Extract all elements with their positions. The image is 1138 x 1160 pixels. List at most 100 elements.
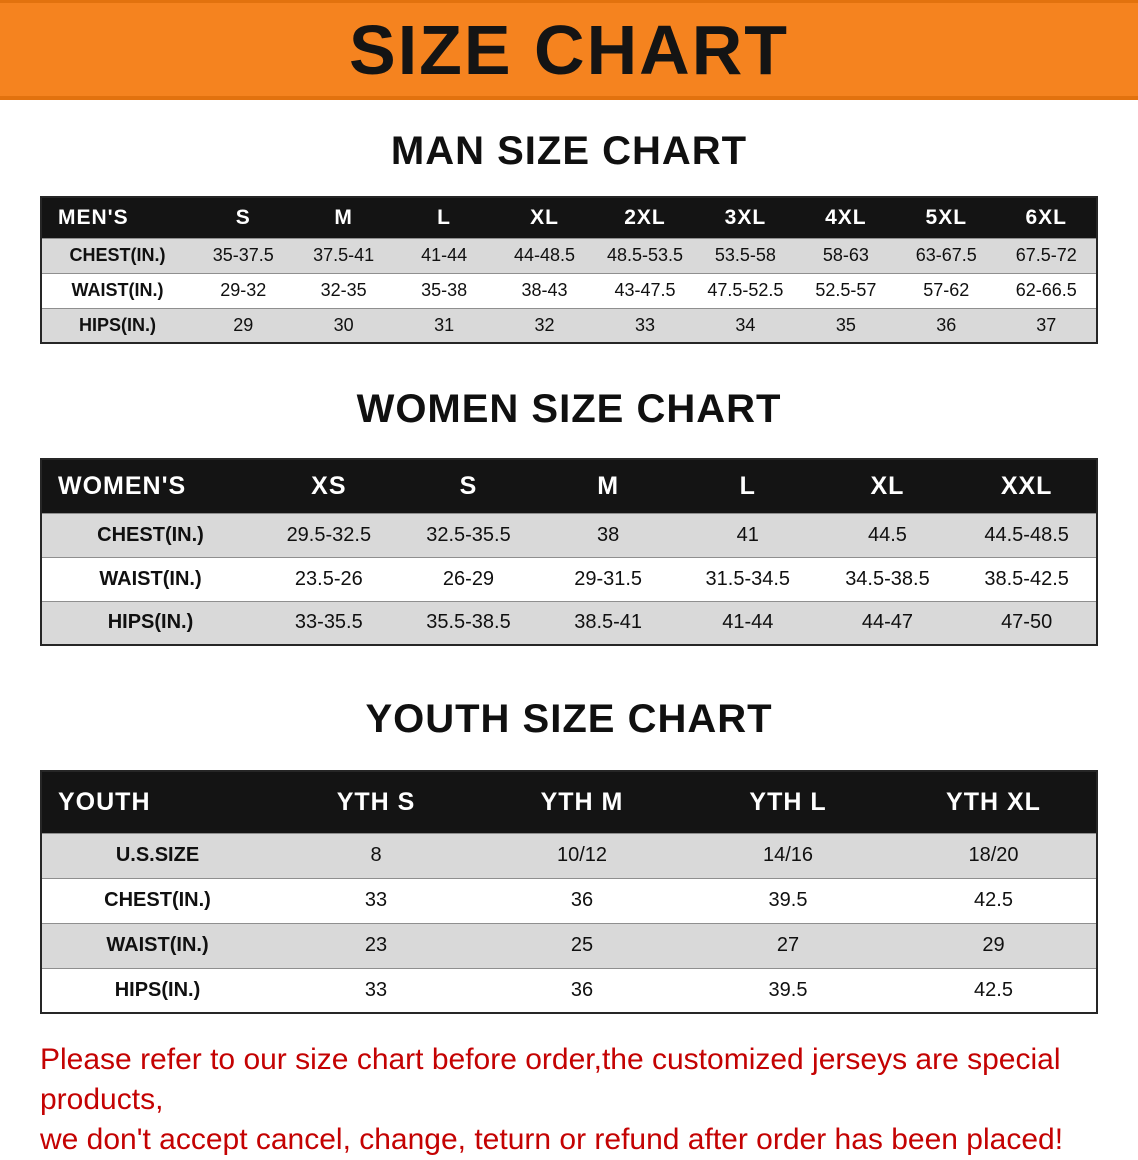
table-row: HIPS(IN.) 33 36 39.5 42.5: [41, 968, 1097, 1013]
men-size-table: MEN'S S M L XL 2XL 3XL 4XL 5XL 6XL CHEST(IN.) 35-37…: [40, 196, 1098, 344]
value-cell: 44.5: [867, 523, 907, 546]
value-cell: 58-63: [822, 245, 869, 265]
size-header-cell: S: [193, 197, 294, 238]
value-cell: 34: [735, 314, 756, 335]
size-header-cell: L: [393, 197, 495, 238]
row-label-cell: HIPS(IN.): [114, 978, 201, 1001]
value-cell: 57-62: [923, 280, 970, 300]
value-cell: 38.5-41: [574, 611, 643, 634]
row-label-cell: HIPS(IN.): [107, 611, 194, 634]
size-header-cell: XL: [494, 197, 595, 238]
value-cell: 52.5-57: [815, 280, 877, 300]
value-cell: 36: [936, 314, 957, 335]
row-label-cell: WAIST(IN.): [99, 567, 202, 590]
man-section-heading: MAN SIZE CHART: [390, 129, 748, 173]
value-cell: 41: [736, 523, 759, 546]
table-row: U.S.SIZE 8 10/12 14/16 18/20: [41, 833, 1097, 878]
value-cell: 29.5-32.5: [286, 523, 372, 546]
value-cell: 48.5-53.5: [606, 245, 683, 265]
size-header-cell: YTH L: [685, 771, 891, 833]
size-header-cell: 6XL: [996, 197, 1097, 238]
size-header-cell: L: [677, 459, 818, 513]
value-cell: 47.5-52.5: [707, 280, 784, 300]
table-header-row: YOUTH YTH S YTH M YTH L YTH XL: [41, 771, 1097, 833]
table-row: CHEST(IN.) 33 36 39.5 42.5: [41, 878, 1097, 923]
value-cell: 35-37.5: [212, 245, 274, 265]
value-cell: 67.5-72: [1015, 245, 1077, 265]
value-cell: 36: [570, 978, 594, 1001]
value-cell: 35.5-38.5: [426, 611, 511, 634]
value-cell: 35-38: [421, 280, 468, 300]
row-label-cell: CHEST(IN.): [97, 523, 204, 546]
women-section-heading: WOMEN SIZE CHART: [356, 387, 782, 431]
value-cell: 29: [233, 314, 254, 335]
value-cell: 39.5: [768, 889, 808, 911]
value-cell: 33: [364, 978, 388, 1001]
youth-section-heading: YOUTH SIZE CHART: [365, 697, 773, 741]
value-cell: 14/16: [762, 844, 814, 866]
value-cell: 33: [364, 889, 388, 911]
value-cell: 38: [597, 523, 620, 546]
value-cell: 36: [570, 889, 594, 911]
value-cell: 44-48.5: [514, 245, 576, 265]
value-cell: 30: [333, 314, 354, 335]
value-cell: 32-35: [320, 280, 367, 300]
value-cell: 44.5-48.5: [984, 523, 1069, 546]
size-header-cell: XXL: [957, 459, 1097, 513]
row-label-cell: CHEST(IN.): [69, 245, 166, 265]
table-row: WAIST(IN.) 23.5-26 26-29 29-31.5 31.5-34.5 34…: [41, 557, 1097, 601]
size-header-cell: 4XL: [795, 197, 897, 238]
disclaimer-line-2: we don't accept cancel, change, teturn o…: [40, 1122, 1064, 1156]
value-cell: 42.5: [974, 889, 1013, 911]
table-row: CHEST(IN.) 29.5-32.5 32.5-35.5 38 41 44.5 44.5…: [41, 513, 1097, 557]
value-cell: 38.5-42.5: [984, 567, 1069, 590]
youth-size-table: YOUTH YTH S YTH M YTH L YTH XL U.S.SIZE 8 10/12…: [40, 770, 1098, 1014]
value-cell: 31.5-34.5: [705, 567, 791, 590]
value-cell: 37.5-41: [313, 245, 375, 265]
value-cell: 62-66.5: [1015, 280, 1077, 300]
row-label-cell: HIPS(IN.): [78, 314, 156, 335]
size-header-cell: YTH S: [273, 771, 479, 833]
value-cell: 25: [570, 934, 594, 956]
value-cell: 34.5-38.5: [845, 567, 930, 590]
size-header-cell: 5XL: [896, 197, 997, 238]
value-cell: 53.5-58: [714, 245, 776, 265]
value-cell: 44-47: [861, 611, 914, 634]
table-row: CHEST(IN.) 35-37.5 37.5-41 41-44 44-48.5 48.5…: [41, 238, 1097, 273]
size-header-cell: S: [398, 459, 539, 513]
row-label-cell: WAIST(IN.): [71, 280, 164, 300]
value-cell: 32: [534, 314, 555, 335]
value-cell: 63-67.5: [915, 245, 977, 265]
value-cell: 47-50: [1001, 611, 1053, 634]
table-header-row: MEN'S S M L XL 2XL 3XL 4XL 5XL 6XL: [41, 197, 1097, 238]
size-header-cell: XS: [259, 459, 399, 513]
value-cell: 35: [835, 314, 856, 335]
value-cell: 29-31.5: [574, 567, 643, 590]
size-header-cell: 3XL: [695, 197, 796, 238]
value-cell: 33: [634, 314, 655, 335]
value-cell: 41-44: [421, 245, 468, 265]
value-cell: 18/20: [968, 844, 1019, 866]
size-header-cell: YTH XL: [891, 771, 1097, 833]
value-cell: 26-29: [442, 567, 495, 590]
value-cell: 23.5-26: [294, 567, 363, 590]
row-label-cell: CHEST(IN.): [104, 889, 211, 911]
table-row: WAIST(IN.) 29-32 32-35 35-38 38-43 43-47.5 47.…: [41, 273, 1097, 308]
size-header-cell: M: [293, 197, 394, 238]
value-cell: 37: [1036, 314, 1057, 335]
row-label-cell: WAIST(IN.): [106, 934, 209, 956]
table-title-cell: WOMEN'S: [41, 459, 259, 513]
size-header-cell: 2XL: [594, 197, 696, 238]
value-cell: 23: [364, 934, 388, 956]
value-cell: 31: [434, 314, 455, 335]
value-cell: 32.5-35.5: [426, 523, 511, 546]
table-title-cell: MEN'S: [41, 197, 193, 238]
table-header-row: WOMEN'S XS S M L XL XXL: [41, 459, 1097, 513]
disclaimer-text: Please refer to our size chart before or…: [40, 1040, 1098, 1160]
value-cell: 10/12: [556, 844, 608, 866]
table-title-cell: YOUTH: [41, 771, 273, 833]
row-label-cell: U.S.SIZE: [115, 844, 200, 866]
women-size-table: WOMEN'S XS S M L XL XXL CHEST(IN.) 29.5-32.5 32.5…: [40, 458, 1098, 646]
value-cell: 33-35.5: [294, 611, 363, 634]
size-header-cell: M: [538, 459, 678, 513]
